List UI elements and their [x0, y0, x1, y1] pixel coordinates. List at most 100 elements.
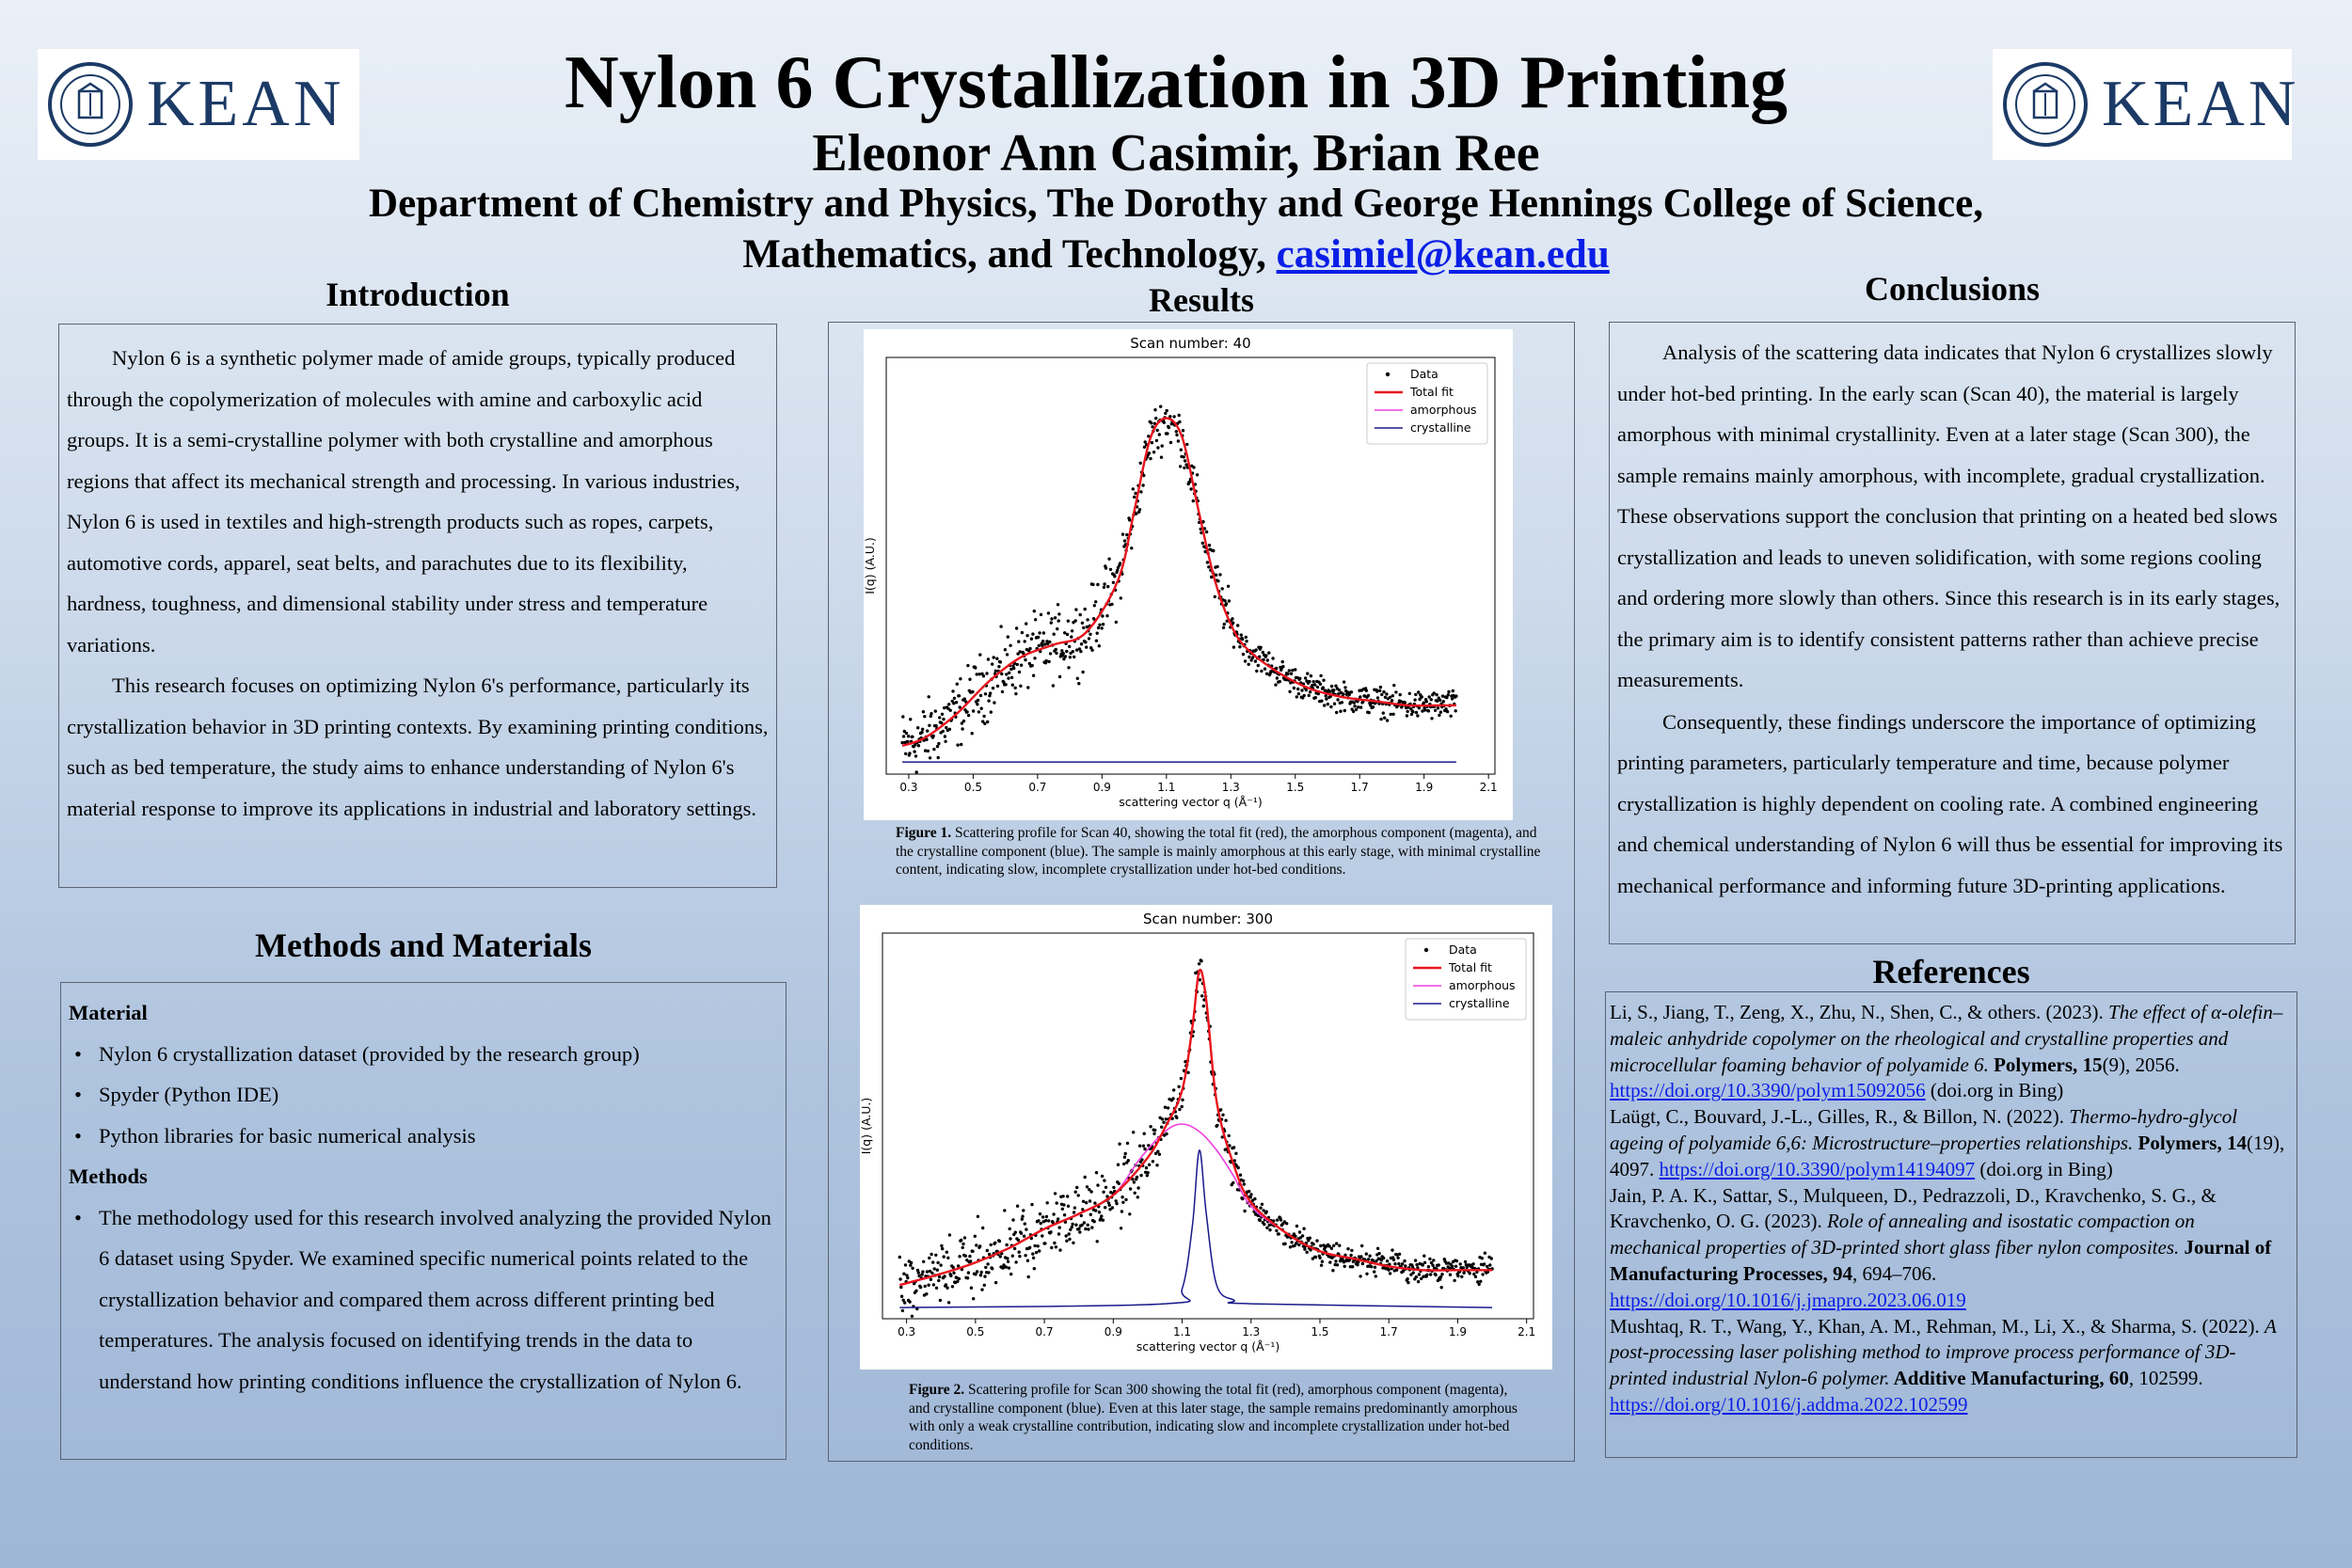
- data-point: [1125, 532, 1129, 537]
- data-point: [1394, 690, 1398, 694]
- data-point: [965, 710, 969, 714]
- data-point: [1141, 1144, 1146, 1148]
- data-point: [1349, 1253, 1353, 1258]
- data-point: [1216, 579, 1220, 583]
- data-point: [1016, 652, 1020, 656]
- email-link[interactable]: casimiel@kean.edu: [1276, 232, 1610, 277]
- data-point: [975, 673, 978, 676]
- legend-label: crystalline: [1410, 420, 1471, 435]
- data-point: [1119, 596, 1122, 600]
- data-point: [1031, 632, 1035, 636]
- reference-doi-link[interactable]: https://doi.org/10.3390/polym15092056: [1610, 1079, 1926, 1102]
- data-point: [920, 730, 924, 735]
- data-point: [1426, 709, 1431, 713]
- reference-doi-link[interactable]: https://doi.org/10.1016/j.jmapro.2023.06…: [1610, 1288, 1966, 1311]
- data-point: [1434, 1273, 1438, 1277]
- data-point: [1335, 1263, 1340, 1267]
- kean-logo-text: KEAN: [2102, 68, 2300, 140]
- data-point: [1329, 705, 1333, 709]
- data-point: [975, 1270, 979, 1274]
- chart-legend: Data Total fit amorphous crystalline: [1366, 362, 1488, 445]
- data-point: [1147, 1144, 1151, 1148]
- references-heading: References: [1872, 953, 2030, 990]
- data-point: [1383, 716, 1387, 720]
- reference-doi-link[interactable]: https://doi.org/10.3390/polym14194097: [1659, 1157, 1976, 1180]
- data-point: [999, 625, 1003, 628]
- data-point: [981, 720, 985, 723]
- data-point: [909, 1263, 913, 1267]
- references-panel: Li, S., Jiang, T., Zeng, X., Zhu, N., Sh…: [1605, 991, 2297, 1458]
- x-tick-label: 2.1: [1518, 1325, 1535, 1338]
- data-point: [974, 666, 977, 670]
- data-point: [1431, 1263, 1435, 1267]
- data-point: [1057, 612, 1061, 616]
- data-point: [1041, 643, 1044, 648]
- data-point: [1008, 671, 1011, 674]
- data-point: [1031, 1256, 1036, 1259]
- data-point: [1056, 626, 1059, 631]
- data-point: [1009, 1237, 1012, 1241]
- plot-frame: [882, 932, 1534, 1320]
- data-point: [1160, 1125, 1164, 1129]
- data-point: [1437, 1263, 1440, 1267]
- data-point: [1108, 1208, 1112, 1212]
- introduction-heading: Introduction: [326, 276, 510, 313]
- data-point: [940, 1243, 944, 1248]
- data-point: [1379, 1259, 1384, 1262]
- data-point: [1180, 1104, 1184, 1109]
- data-point: [1309, 1248, 1312, 1252]
- data-point: [1374, 1275, 1377, 1278]
- data-point: [961, 719, 966, 723]
- data-point: [1001, 1266, 1005, 1270]
- data-point: [1351, 709, 1356, 714]
- data-point: [1471, 1262, 1475, 1266]
- data-point: [1247, 662, 1250, 666]
- data-point: [1422, 701, 1426, 705]
- data-point: [925, 737, 929, 741]
- data-point: [1268, 1227, 1272, 1232]
- x-tick-label: 0.5: [964, 781, 982, 794]
- data-point: [1441, 700, 1445, 704]
- data-point: [988, 694, 992, 698]
- data-point: [906, 739, 910, 744]
- data-point: [1249, 1193, 1253, 1196]
- data-point: [1017, 1250, 1021, 1254]
- data-point: [1044, 1214, 1049, 1219]
- data-point: [1414, 692, 1418, 697]
- data-point: [1391, 694, 1394, 698]
- data-point: [1183, 466, 1186, 470]
- data-point: [1091, 582, 1095, 587]
- data-point: [1313, 683, 1317, 687]
- kean-logo-text: KEAN: [147, 68, 345, 140]
- data-point: [1300, 689, 1304, 692]
- data-point: [1120, 1196, 1124, 1199]
- data-point: [1185, 442, 1189, 447]
- data-point: [1410, 1265, 1415, 1269]
- data-point: [1139, 1173, 1143, 1178]
- data-point: [1184, 463, 1188, 467]
- data-point: [1017, 670, 1022, 674]
- data-point: [1311, 683, 1314, 688]
- data-point: [1004, 1265, 1008, 1269]
- data-point: [1449, 714, 1453, 718]
- material-list: Nylon 6 crystallization dataset (provide…: [69, 1034, 778, 1157]
- scan-300-chart: Scan number: 300 I(q) (A.U.) scattering ve…: [859, 911, 1535, 1354]
- data-point: [931, 1283, 936, 1287]
- data-point: [1067, 666, 1071, 670]
- data-point: [940, 712, 945, 716]
- data-point: [1104, 1206, 1107, 1210]
- data-point: [1364, 1252, 1368, 1256]
- data-point: [1168, 415, 1172, 419]
- data-point: [1309, 673, 1313, 678]
- data-point: [1343, 708, 1346, 713]
- reference-doi-link[interactable]: https://doi.org/10.1016/j.addma.2022.102…: [1610, 1392, 1968, 1416]
- data-point: [1085, 625, 1089, 629]
- data-point: [1409, 712, 1414, 717]
- data-point: [1041, 631, 1046, 635]
- data-point: [1014, 1260, 1018, 1264]
- data-point: [1306, 672, 1310, 675]
- data-point: [1065, 649, 1069, 654]
- data-point: [1082, 626, 1086, 630]
- legend-label: Total fit: [1448, 960, 1492, 974]
- data-point: [1327, 689, 1332, 693]
